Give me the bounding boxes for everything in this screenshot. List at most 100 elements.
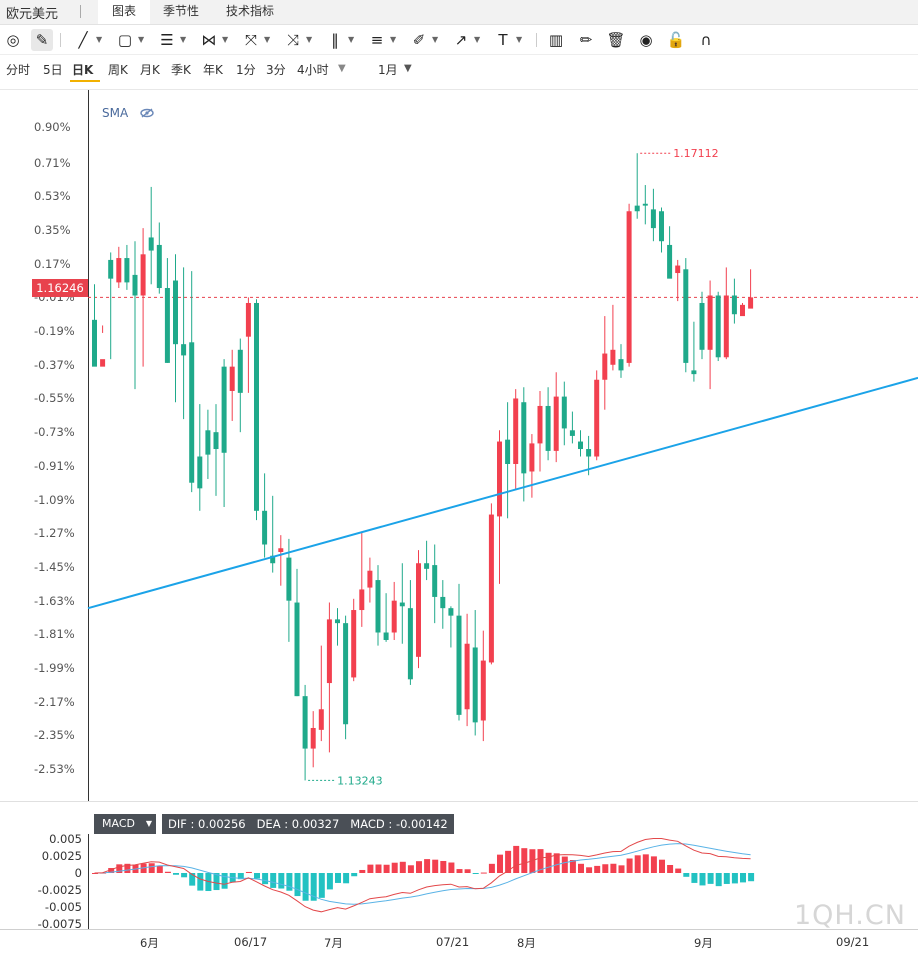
macd-histogram-bar [440, 860, 447, 873]
candle-body [213, 432, 219, 450]
fork-icon[interactable]: ⤧ [244, 31, 257, 49]
candle-body [383, 632, 389, 640]
candle-body [472, 647, 478, 723]
tab-technical[interactable]: 技术指标 [225, 4, 274, 18]
candle-body [448, 608, 454, 616]
toolbar-divider [60, 33, 61, 47]
macd-histogram-bar [594, 865, 601, 873]
line-icon[interactable]: ╱ [78, 31, 88, 49]
macd-histogram-bar [294, 873, 301, 897]
candle-body [229, 366, 235, 391]
candle-body [456, 615, 462, 715]
bars-icon[interactable]: ‖ [331, 31, 339, 49]
tab-chart[interactable]: 图表 [98, 0, 150, 24]
macd-histogram-bar [740, 873, 746, 883]
candle-body [529, 443, 535, 472]
brush-icon[interactable]: ✐ [412, 31, 426, 49]
candle-body [173, 280, 178, 345]
sma-indicator-label[interactable]: SMA [102, 106, 129, 120]
y-tick-label: -0.73% [34, 425, 75, 440]
candle-body [424, 563, 430, 569]
chevron-down-icon[interactable]: ▼ [222, 35, 229, 44]
y-tick-label: -1.45% [34, 559, 75, 574]
candle-body [116, 258, 122, 283]
chevron-down-icon[interactable]: ▼ [516, 35, 523, 44]
candles-icon[interactable]: ▥ [548, 31, 564, 49]
pencil-icon[interactable]: ✎ [31, 29, 53, 51]
tab-seasonality[interactable]: 季节性 [162, 4, 199, 18]
candle-body [140, 254, 146, 296]
x-tick-label: 9月 [694, 936, 713, 950]
trash-icon[interactable]: 🗑 [606, 31, 626, 49]
candle-body [237, 349, 243, 393]
current-price-badge: 1.16246 [32, 279, 88, 297]
chevron-down-icon[interactable]: ▼ [306, 35, 313, 44]
chevron-down-icon[interactable]: ▼ [138, 35, 145, 44]
chevron-down-icon[interactable]: ▼ [432, 35, 439, 44]
macd-selector-label: MACD [102, 817, 135, 830]
period-daily[interactable]: 日K [72, 63, 94, 77]
chevron-down-icon[interactable]: ▼ [338, 63, 346, 74]
candle-body [675, 265, 681, 274]
pattern-icon[interactable]: ⋈ [201, 31, 217, 49]
candle-body [642, 203, 648, 206]
magnet-u-icon[interactable]: ∩ [700, 31, 712, 49]
chevron-down-icon[interactable]: ▼ [180, 35, 187, 44]
rectangle-icon[interactable]: ▢ [117, 31, 133, 49]
candle-body [100, 359, 106, 367]
arrow-icon[interactable]: ↗ [454, 31, 468, 49]
y-tick-label: 0.17% [34, 256, 71, 271]
macd-histogram-bar [488, 863, 495, 873]
period-3min[interactable]: 3分 [266, 63, 286, 77]
chevron-down-icon[interactable]: ▼ [390, 35, 397, 44]
candle-body [270, 555, 276, 564]
period-quarterly[interactable]: 季K [171, 63, 191, 77]
candle-body [740, 304, 745, 317]
macd-histogram-bar [659, 859, 665, 873]
range-select[interactable]: 1月 [378, 63, 398, 77]
period-4hour[interactable]: 4小时 [297, 63, 329, 77]
candle-body [715, 295, 721, 358]
chevron-down-icon[interactable]: ▼ [264, 35, 271, 44]
chevron-down-icon[interactable]: ▼ [96, 35, 103, 44]
candle-body [545, 405, 551, 451]
macd-histogram-bar [391, 862, 398, 873]
cross-icon[interactable]: ⤨ [286, 31, 299, 49]
period-yearly[interactable]: 年K [203, 63, 223, 77]
low-price-label: 1.13243 [337, 774, 383, 787]
period-1min[interactable]: 1分 [236, 63, 256, 77]
macd-histogram-bar [116, 864, 123, 873]
macd-histogram-bar [472, 873, 479, 874]
candle-body [302, 696, 308, 749]
magnet-icon[interactable]: ◎ [6, 31, 20, 49]
eye-icon[interactable]: ◉ [639, 31, 653, 49]
chevron-down-icon[interactable]: ▼ [404, 63, 412, 74]
macd-histogram-bar [237, 873, 244, 880]
macd-histogram-bar [650, 856, 657, 873]
candle-body [521, 402, 527, 474]
macd-histogram-bar [359, 869, 366, 873]
candle-body [464, 643, 470, 710]
macd-selector[interactable]: MACD ▼ [94, 814, 156, 834]
pen-icon[interactable]: ✏ [579, 31, 593, 49]
eye-off-icon[interactable] [139, 106, 155, 120]
unlock-icon[interactable]: 🔓 [666, 31, 686, 49]
text-icon[interactable]: T [498, 31, 508, 49]
period-monthly[interactable]: 月K [140, 63, 160, 77]
macd-histogram-bar [270, 873, 277, 888]
x-tick-label: 07/21 [436, 935, 470, 949]
period-timeshare[interactable]: 分时 [6, 63, 31, 77]
candle-body [286, 557, 292, 601]
level-icon[interactable]: ≡ [370, 31, 384, 49]
candle-body [707, 295, 713, 350]
candlestick-chart[interactable]: 1.17112 1.13243 [0, 90, 918, 802]
macd-chart[interactable] [0, 834, 918, 930]
chevron-down-icon[interactable]: ▼ [348, 35, 355, 44]
candle-body [351, 610, 357, 678]
period-weekly[interactable]: 周K [108, 63, 128, 77]
horizontal-lines-icon[interactable]: ☰ [160, 31, 174, 49]
macd-histogram-bar [399, 861, 406, 873]
chevron-down-icon[interactable]: ▼ [474, 35, 481, 44]
candle-body [148, 237, 154, 251]
period-5day[interactable]: 5日 [43, 63, 63, 77]
